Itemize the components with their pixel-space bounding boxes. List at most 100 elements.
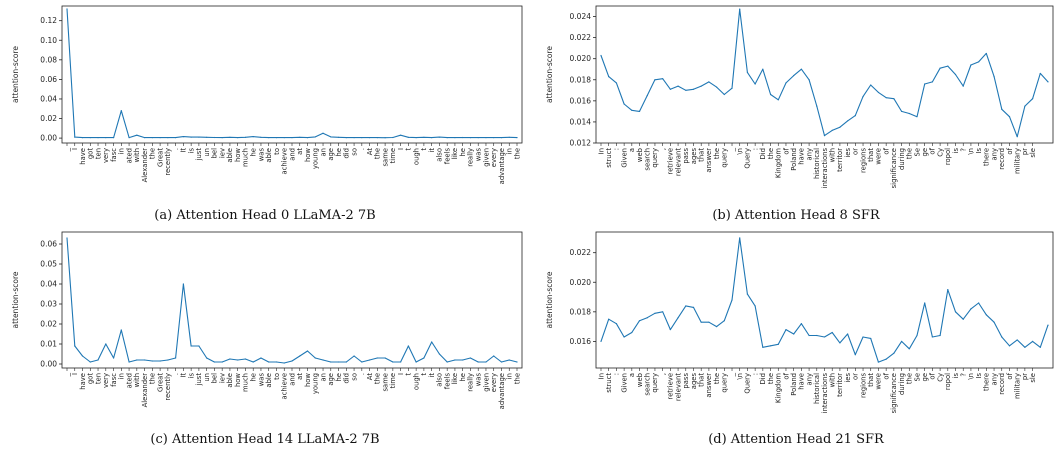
x-tick-label-a-28: achieve <box>281 148 289 174</box>
data-point-d-12 <box>692 306 695 308</box>
data-point-b-27 <box>808 79 810 81</box>
data-point-d-24 <box>785 328 787 331</box>
y-tick-label-c-2: 0.02 <box>40 320 57 329</box>
x-tick-label-d-21: Did <box>759 373 767 384</box>
x-tick-label-c-23: much <box>242 373 250 392</box>
data-point-c-57 <box>508 359 510 361</box>
data-point-b-19 <box>746 71 749 73</box>
x-tick-label-c-51: he <box>459 373 467 382</box>
x-tick-label-c-0: _ <box>63 372 71 377</box>
x-tick-label-a-17: just <box>195 148 203 162</box>
data-point-b-53 <box>1008 116 1011 118</box>
x-tick-label-d-4: a <box>628 373 636 377</box>
x-tick-label-a-52: really <box>467 148 475 167</box>
data-point-a-16 <box>190 136 192 138</box>
x-tick-label-d-8: , <box>659 373 667 375</box>
caption-b: (b) Attention Head 8 SFR <box>712 208 880 223</box>
x-tick-label-a-43: I <box>397 148 405 150</box>
y-tick-label-b-3: 0.018 <box>570 75 592 84</box>
x-tick-label-b-38: significance <box>890 148 898 188</box>
x-tick-label-a-7: in <box>118 148 126 154</box>
data-point-c-39 <box>368 359 371 361</box>
data-point-c-11 <box>151 360 153 362</box>
data-point-d-4 <box>631 331 633 334</box>
x-tick-label-c-32: young <box>312 373 320 394</box>
x-tick-label-c-12: Great <box>156 373 164 392</box>
x-tick-label-d-13: that <box>697 373 705 387</box>
series-line-b <box>600 8 1049 138</box>
data-point-b-28 <box>816 105 818 107</box>
data-point-c-22 <box>237 359 239 361</box>
x-tick-label-b-51: any <box>990 148 998 161</box>
x-tick-label-c-43: I <box>397 373 405 375</box>
data-point-d-23 <box>777 343 779 345</box>
y-tick-label-a-4: 0.08 <box>40 55 57 64</box>
data-point-d-38 <box>893 352 895 354</box>
x-tick-label-b-31: territor <box>836 148 844 172</box>
data-point-a-5 <box>105 137 107 139</box>
x-tick-label-a-50: like <box>451 148 459 160</box>
data-point-d-25 <box>793 333 795 335</box>
x-tick-label-d-37: of <box>882 372 890 379</box>
x-tick-label-d-25: Poland <box>790 373 798 396</box>
data-point-c-45 <box>415 361 417 363</box>
x-tick-label-b-43: of <box>929 147 937 154</box>
x-tick-label-c-7: in <box>118 373 126 379</box>
x-tick-label-c-35: he <box>335 373 343 382</box>
x-tick-label-d-39: during <box>898 373 906 395</box>
data-point-b-35 <box>870 84 872 86</box>
x-tick-label-a-19: bel <box>211 148 219 158</box>
data-point-a-6 <box>112 137 115 139</box>
y-tick-label-b-5: 0.022 <box>570 33 592 42</box>
data-point-c-4 <box>97 359 99 361</box>
chart-panel-d: 0.016 0.018 0.020 0.022 attention-score In str… <box>545 231 1054 413</box>
x-tick-label-d-46: is <box>952 373 960 379</box>
data-point-c-36 <box>345 361 347 363</box>
chart-panel-b: 0.012 0.014 0.016 0.018 0.020 0.022 0.024 atten… <box>545 5 1054 188</box>
x-tick-label-a-16: is <box>187 148 195 154</box>
data-point-c-56 <box>500 361 503 363</box>
x-tick-label-a-54: given <box>482 148 490 167</box>
data-point-d-40 <box>908 348 910 350</box>
x-tick-label-a-31: how <box>304 148 312 162</box>
x-tick-label-d-43: of <box>929 372 937 379</box>
data-point-d-56 <box>1031 340 1034 342</box>
data-point-b-24 <box>785 82 787 84</box>
x-tick-label-b-55: pr <box>1021 148 1029 155</box>
data-point-b-48 <box>970 64 972 66</box>
x-tick-label-b-11: pass <box>682 148 690 164</box>
data-point-a-0 <box>66 8 68 10</box>
x-tick-label-c-27: to <box>273 373 281 380</box>
data-point-d-20 <box>754 305 756 307</box>
x-tick-label-b-18: \n <box>736 148 744 155</box>
data-point-b-3 <box>623 103 625 105</box>
x-tick-label-c-22: how <box>234 373 242 387</box>
x-tick-label-b-6: search <box>644 148 652 171</box>
data-point-a-48 <box>438 136 441 138</box>
data-point-a-11 <box>151 137 153 139</box>
x-tick-label-b-50: there <box>983 148 991 166</box>
y-tick-label-b-4: 0.020 <box>570 54 592 63</box>
axes-frame-c <box>61 231 523 369</box>
x-tick-label-d-45: ropol <box>944 373 952 390</box>
data-point-d-54 <box>1016 339 1018 341</box>
x-tick-label-d-18: \n <box>736 373 744 380</box>
x-tick-label-c-34: age <box>327 373 335 386</box>
x-tick-label-a-34: age <box>327 148 335 161</box>
data-point-a-49 <box>446 137 448 139</box>
x-tick-label-c-16: is <box>187 373 195 379</box>
x-tick-label-d-34: regions <box>859 373 867 398</box>
data-point-d-7 <box>654 312 656 314</box>
x-tick-label-b-14: answer <box>705 148 713 173</box>
data-point-d-35 <box>870 337 872 340</box>
data-point-b-50 <box>985 52 987 55</box>
x-tick-label-d-38: significance <box>890 373 898 413</box>
y-tick-label-d-3: 0.022 <box>570 248 592 257</box>
data-point-b-55 <box>1024 105 1026 107</box>
y-tick-label-d-0: 0.016 <box>570 337 592 346</box>
x-tick-label-d-53: of <box>1006 372 1014 379</box>
x-tick-label-a-51: he <box>459 148 467 157</box>
data-point-a-22 <box>237 137 239 139</box>
data-point-a-38 <box>361 137 363 139</box>
